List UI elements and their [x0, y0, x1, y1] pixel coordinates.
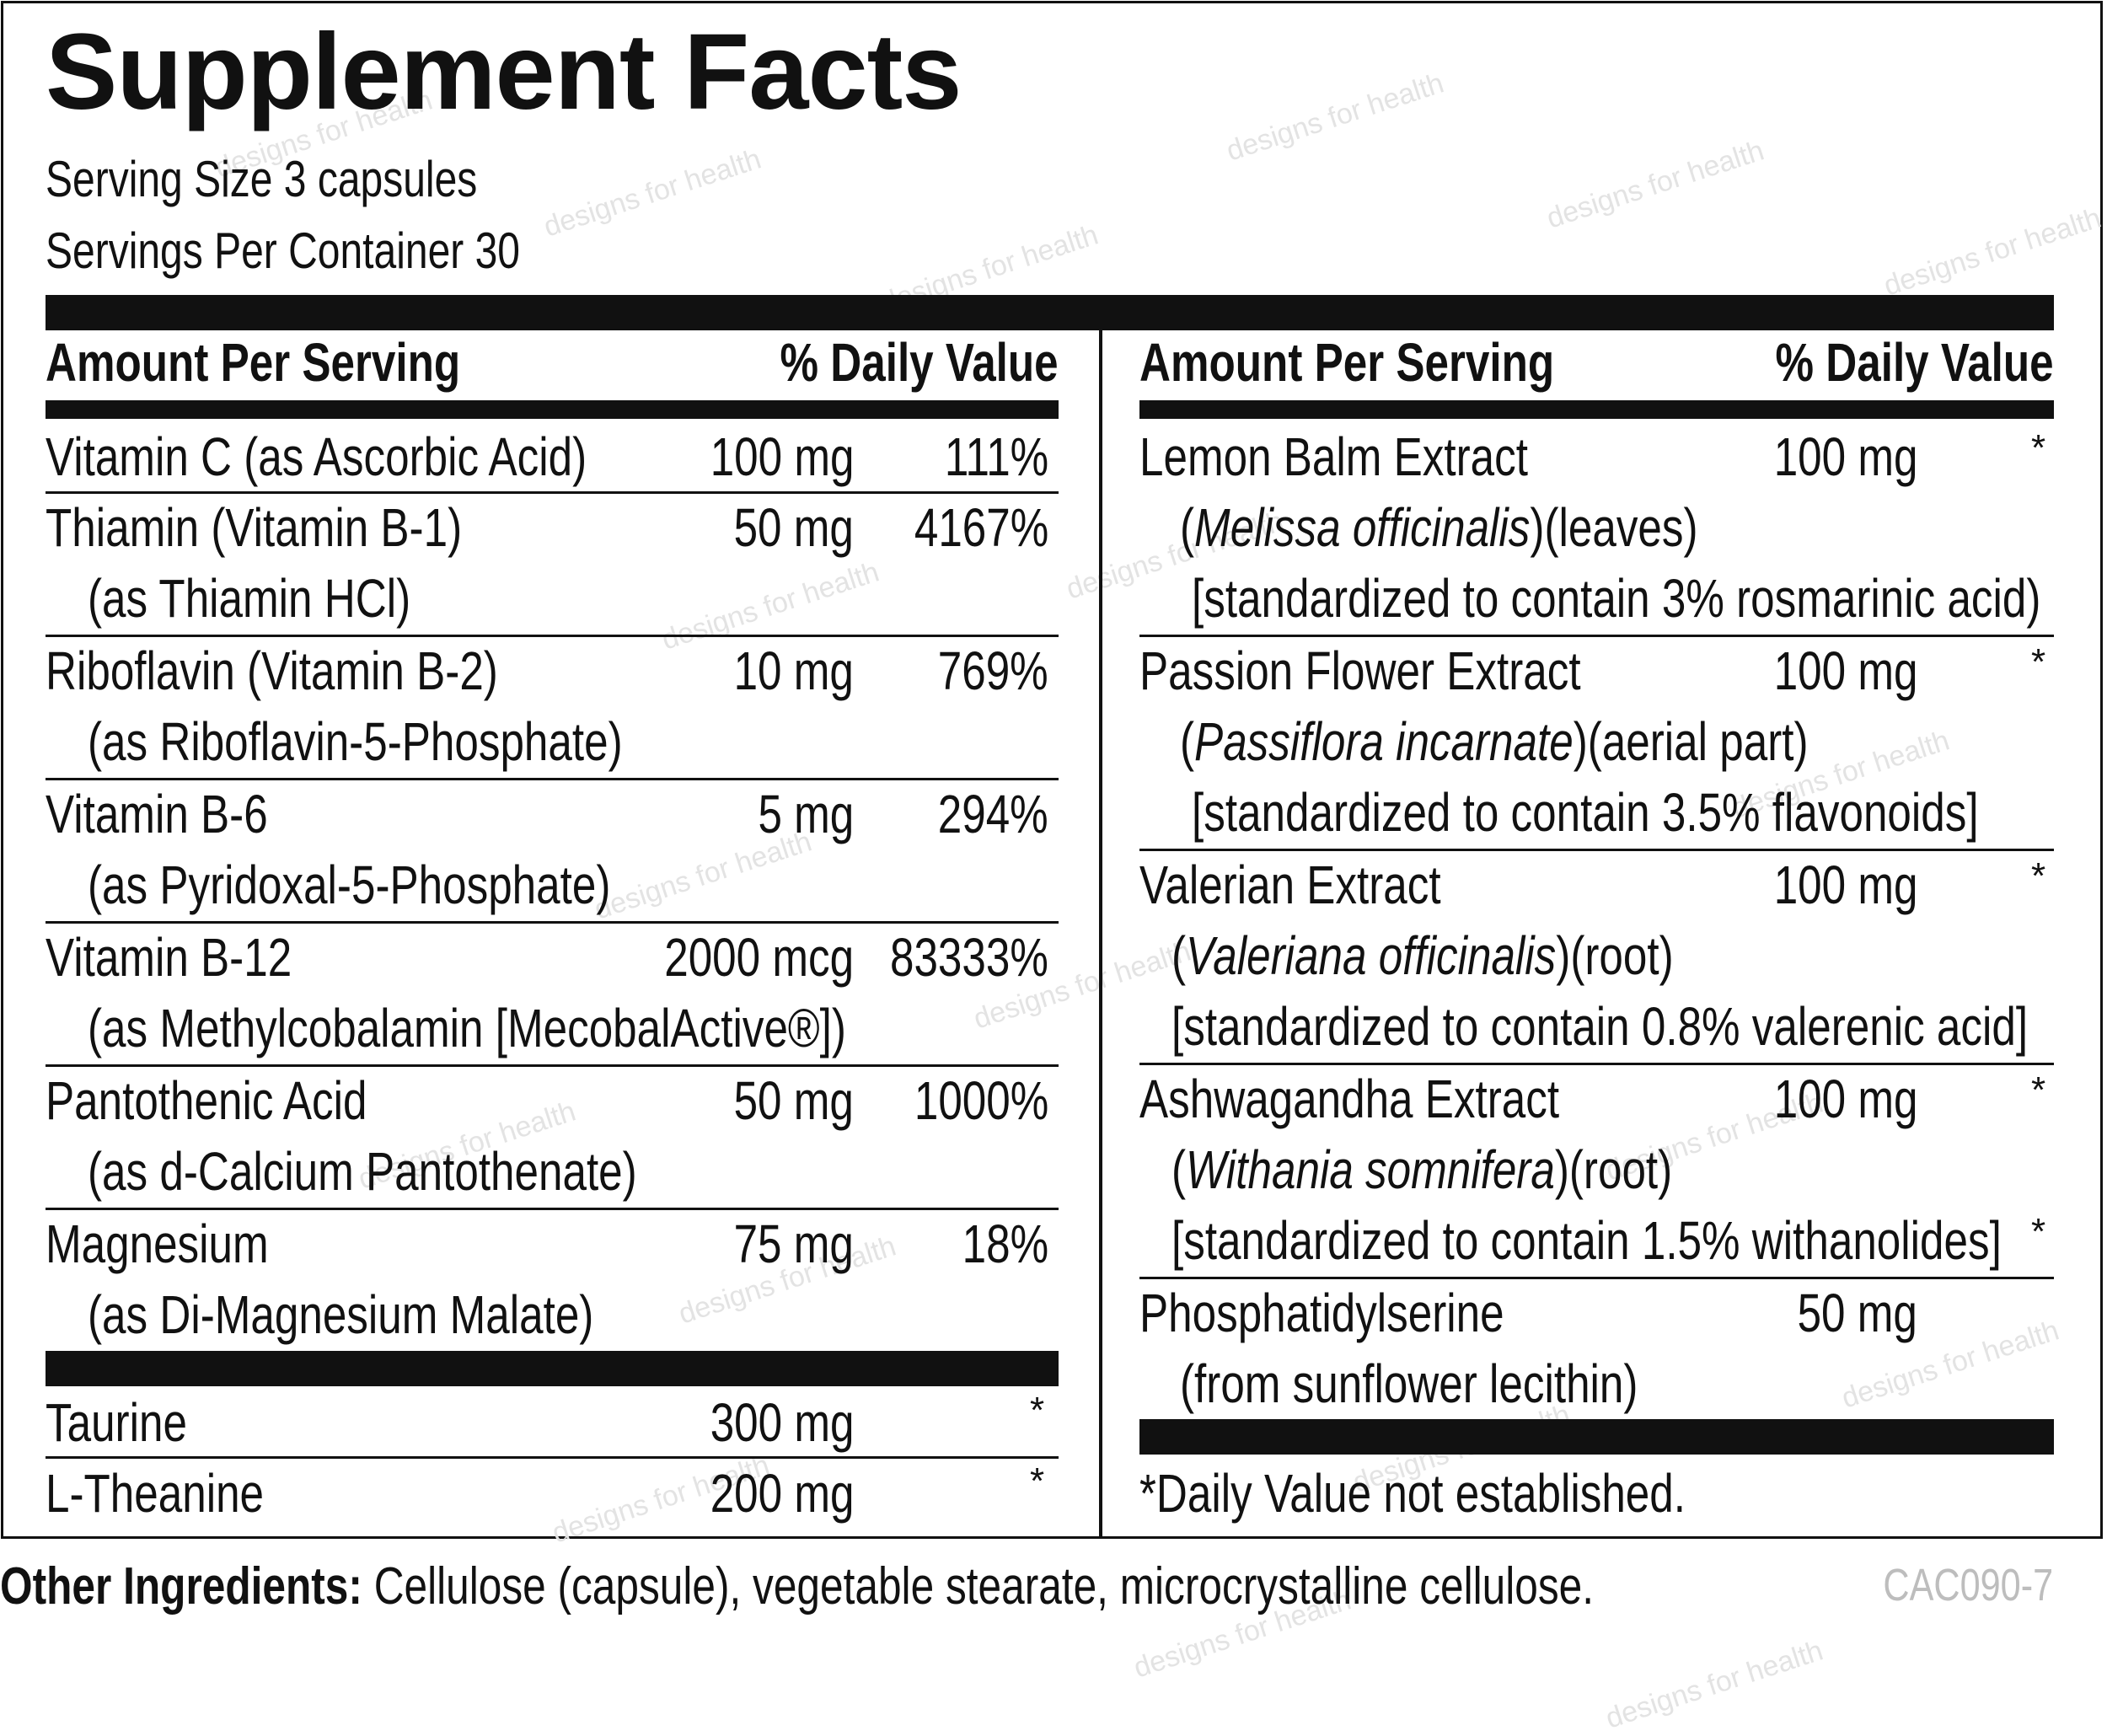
left-row-amount: 10 mg	[733, 640, 854, 701]
row-divider	[1139, 1277, 2054, 1279]
right-row-amount: 50 mg	[1797, 1283, 1917, 1343]
left-row-name: Riboflavin (Vitamin B-2)	[46, 640, 498, 701]
right-row-amount: 100 mg	[1773, 1069, 1917, 1129]
column-divider	[1099, 330, 1102, 1538]
right-row-name: Phosphatidylserine	[1139, 1283, 1504, 1343]
left-row-dv: 18%	[962, 1214, 1048, 1274]
left-row-sub: (as Riboflavin-5-Phosphate)	[88, 711, 623, 772]
left-row-name: Vitamin B-6	[46, 784, 268, 844]
left-row-sub: (as Thiamin HCl)	[88, 568, 411, 629]
left-row-sub: (as d-Calcium Pantothenate)	[88, 1141, 637, 1202]
row-divider	[1139, 1063, 2054, 1065]
right-row-dv: *	[2031, 855, 2046, 897]
row-divider	[46, 1064, 1059, 1067]
right-row-latin: (Melissa officinalis)(leaves)	[1180, 497, 1698, 558]
left-row-amount: 50 mg	[733, 1070, 854, 1131]
row-divider	[46, 491, 1059, 494]
right-row-dv: *	[2031, 427, 2046, 469]
right-row-amount: 100 mg	[1773, 426, 1917, 487]
row-divider	[46, 778, 1059, 780]
other-ingredients-label: Other Ingredients:	[0, 1557, 362, 1615]
left-row-name: Pantothenic Acid	[46, 1070, 367, 1131]
serving-size: Serving Size 3 capsules	[46, 151, 478, 207]
left-extra-name: Taurine	[46, 1392, 187, 1453]
right-row-latin: (Passiflora incarnate)(aerial part)	[1180, 711, 1809, 772]
servings-per-container: Servings Per Container 30	[46, 222, 520, 279]
right-header-bar	[1139, 400, 2054, 419]
right-row-name: Ashwagandha Extract	[1139, 1069, 1560, 1129]
left-header-amount: Amount Per Serving	[46, 332, 461, 393]
right-row-dv: *	[2031, 641, 2046, 683]
left-row-sub: (as Pyridoxal-5-Phosphate)	[88, 855, 611, 915]
left-extra-dv: *	[1030, 1390, 1045, 1431]
right-row-standardized: [standardized to contain 3% rosmarinic a…	[1192, 568, 2041, 629]
left-row-amount: 2000 mcg	[664, 927, 854, 988]
supplement-facts-panel	[1, 1, 2103, 1539]
left-row-dv: 4167%	[914, 497, 1048, 558]
left-row-sub: (as Di-Magnesium Malate)	[88, 1284, 594, 1345]
footnote: *Daily Value not established.	[1139, 1463, 1686, 1524]
left-extra-name: L-Theanine	[46, 1463, 265, 1524]
left-row-name: Vitamin C (as Ascorbic Acid)	[46, 426, 587, 487]
product-code: CAC090-7	[1883, 1560, 2053, 1610]
row-divider	[1139, 635, 2054, 637]
top-thick-bar	[46, 295, 2054, 330]
right-row-std-dv: *	[2031, 1211, 2046, 1252]
left-header-bar	[46, 400, 1059, 419]
right-row-standardized: [standardized to contain 0.8% valerenic …	[1171, 996, 2029, 1057]
panel-title: Supplement Facts	[46, 12, 962, 132]
right-row-sub: (from sunflower lecithin)	[1180, 1353, 1638, 1414]
left-row-dv: 294%	[938, 784, 1048, 844]
right-row-standardized: [standardized to contain 1.5% withanolid…	[1171, 1210, 2002, 1271]
right-row-standardized: [standardized to contain 3.5% flavonoids…	[1192, 782, 1979, 843]
left-row-dv: 1000%	[914, 1070, 1048, 1131]
right-header-amount: Amount Per Serving	[1139, 332, 1555, 393]
row-divider	[46, 1456, 1059, 1459]
right-row-name: Lemon Balm Extract	[1139, 426, 1528, 487]
left-row-dv: 769%	[938, 640, 1048, 701]
left-row-name: Thiamin (Vitamin B-1)	[46, 497, 463, 558]
row-divider	[46, 921, 1059, 924]
left-row-amount: 75 mg	[733, 1214, 854, 1274]
left-row-dv: 111%	[944, 426, 1048, 487]
left-row-sub: (as Methylcobalamin [MecobalActive®])	[88, 998, 846, 1058]
right-row-latin: (Valeriana officinalis)(root)	[1171, 925, 1674, 986]
other-ingredients: Other Ingredients: Cellulose (capsule), …	[0, 1561, 1594, 1613]
watermark-text: designs for health	[1601, 1634, 1827, 1735]
other-ingredients-list: Cellulose (capsule), vegetable stearate,…	[362, 1557, 1595, 1615]
left-thick-bar	[46, 1351, 1059, 1386]
right-thick-bar	[1139, 1419, 2054, 1455]
left-row-amount: 50 mg	[733, 497, 854, 558]
row-divider	[1139, 849, 2054, 851]
right-row-amount: 100 mg	[1773, 855, 1917, 915]
right-row-amount: 100 mg	[1773, 640, 1917, 701]
row-divider	[46, 1208, 1059, 1210]
right-row-name: Valerian Extract	[1139, 855, 1441, 915]
left-row-amount: 100 mg	[710, 426, 854, 487]
left-row-name: Magnesium	[46, 1214, 269, 1274]
left-header-dv: % Daily Value	[780, 332, 1059, 393]
right-row-latin: (Withania somnifera)(root)	[1171, 1139, 1673, 1200]
right-row-name: Passion Flower Extract	[1139, 640, 1581, 701]
left-row-dv: 83333%	[890, 927, 1048, 988]
right-header-dv: % Daily Value	[1775, 332, 2054, 393]
left-row-name: Vitamin B-12	[46, 927, 292, 988]
left-extra-amount: 200 mg	[710, 1463, 854, 1524]
left-extra-dv: *	[1030, 1460, 1045, 1502]
row-divider	[46, 635, 1059, 637]
left-row-amount: 5 mg	[758, 784, 854, 844]
left-extra-amount: 300 mg	[710, 1392, 854, 1453]
right-row-dv: *	[2031, 1069, 2046, 1111]
